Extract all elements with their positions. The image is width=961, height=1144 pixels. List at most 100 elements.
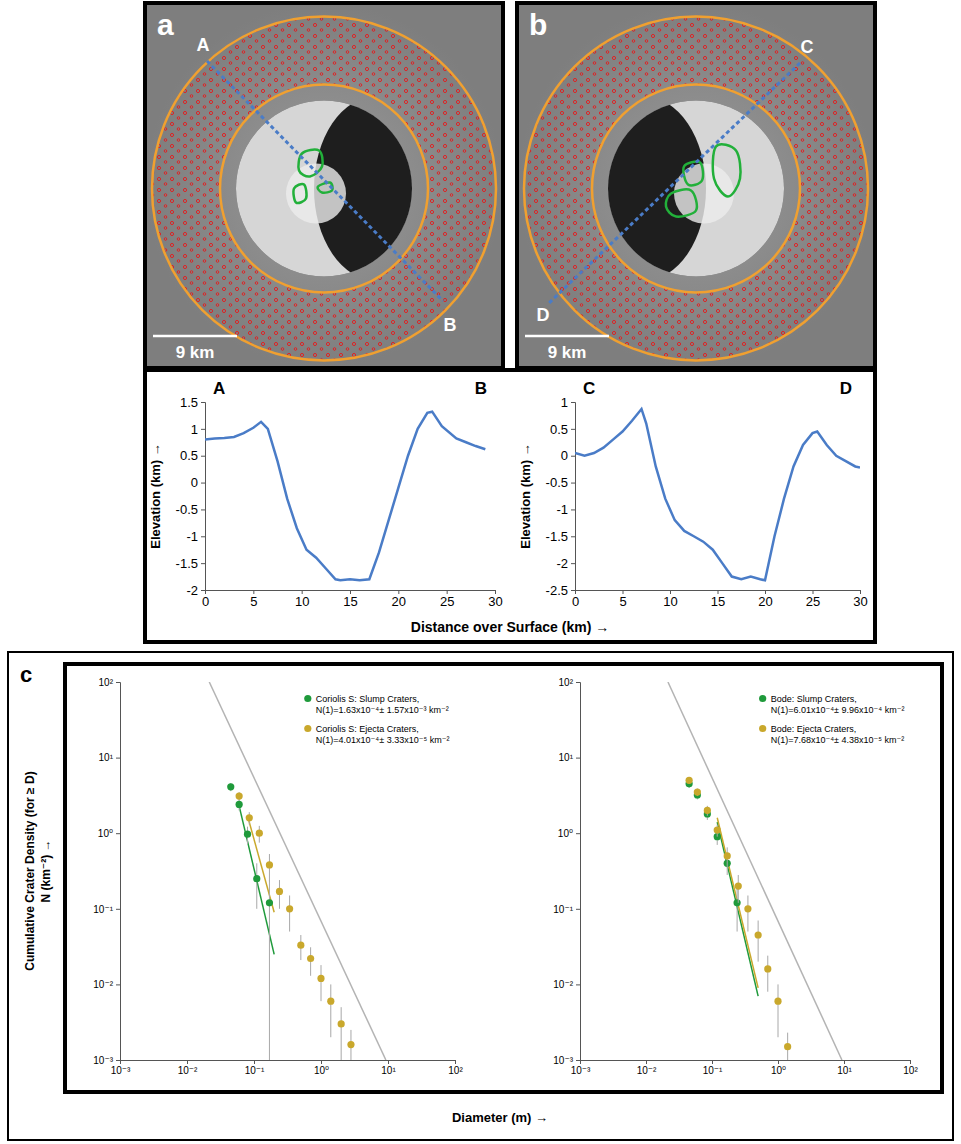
tick: 15 (343, 590, 357, 609)
tick-label: 10⁻³ (553, 1055, 573, 1066)
axis-line (581, 1061, 911, 1065)
tick-label: 0 (572, 594, 579, 609)
point (307, 955, 314, 962)
slump-outline (298, 150, 322, 177)
tick-label: 1 (191, 422, 198, 437)
tick-mark (571, 509, 575, 510)
tick-mark (571, 563, 575, 564)
image-panel (517, 3, 875, 368)
tick-label: 10⁰ (314, 1065, 329, 1076)
tick-label: -1 (556, 502, 568, 517)
error-bar (747, 895, 748, 931)
tick-label: -2 (186, 583, 198, 598)
tick: 10⁻¹ (553, 904, 580, 915)
tick: 25 (440, 590, 454, 609)
tick-label: -2 (556, 556, 568, 571)
legend-marker (304, 695, 311, 702)
tick: 1 (561, 395, 575, 410)
tick: -2.5 (546, 583, 575, 598)
tick-label: 10² (903, 1065, 918, 1076)
panel-label: c (20, 662, 32, 687)
tick: -0.5 (546, 475, 575, 490)
error-bar (256, 863, 257, 909)
tick-label: 10⁰ (98, 828, 113, 839)
tick: 10⁰ (98, 828, 120, 839)
tick-label: 0 (191, 475, 198, 490)
tick-label: 10⁰ (771, 1065, 786, 1076)
point (733, 899, 740, 906)
error-bar (289, 895, 290, 931)
tick-mark (910, 1060, 911, 1064)
tick-mark (321, 1060, 322, 1064)
fit-line (717, 818, 758, 988)
axis-title: Diameter (m) → (452, 1110, 548, 1125)
tick-label: 10⁻¹ (245, 1065, 265, 1076)
tick-mark (116, 909, 120, 910)
point (246, 814, 253, 821)
tick-label: 10¹ (381, 1065, 396, 1076)
error-bar (737, 888, 738, 932)
tick: 10⁻² (178, 1060, 198, 1076)
point (724, 852, 731, 859)
panel-frame (145, 370, 875, 642)
tick-label: -2.5 (546, 583, 568, 598)
tick: 10¹ (837, 1060, 852, 1076)
tick: 10⁻³ (553, 1055, 580, 1066)
tick-mark (576, 909, 580, 910)
axis: -2.5-2-1.5-1-0.500.51 (546, 395, 576, 598)
tick: 0.5 (180, 448, 205, 463)
image-panel (145, 3, 503, 368)
point (317, 975, 324, 982)
tick: -1.5 (546, 529, 575, 544)
point (694, 788, 701, 795)
slump-outline (713, 144, 741, 196)
point (227, 783, 234, 790)
tick-label: 20 (392, 594, 406, 609)
tick-label: -1.5 (176, 556, 198, 571)
tick-label: -0.5 (546, 475, 568, 490)
tick-label: 10² (448, 1065, 463, 1076)
axis: 10⁻³10⁻²10⁻¹10⁰10¹10² (553, 677, 580, 1066)
ring-inner (220, 85, 428, 293)
tick: 10⁻² (553, 979, 580, 990)
point (704, 807, 711, 814)
tick-label: 10¹ (837, 1065, 852, 1076)
ring-outer (152, 17, 496, 361)
image-ground (145, 3, 503, 368)
tick-label: 0 (561, 448, 568, 463)
tick-mark (778, 1060, 779, 1064)
tick-mark (187, 1060, 188, 1064)
panel-frame (145, 3, 503, 368)
tick: 10⁻¹ (703, 1060, 723, 1076)
profile-line (207, 61, 443, 301)
point (327, 998, 334, 1005)
point (774, 998, 781, 1005)
tick: -1.5 (176, 556, 205, 571)
point (764, 965, 771, 972)
panel-label: a (157, 8, 174, 41)
image-ground (517, 3, 875, 368)
tick-label: 10² (99, 677, 114, 688)
crater (236, 97, 438, 281)
tick: -2 (556, 556, 575, 571)
tick-mark (201, 456, 205, 457)
tick-label: 25 (440, 594, 454, 609)
axis: 051015202530 (572, 590, 868, 609)
tick: 10² (559, 677, 580, 688)
tick: 0 (202, 590, 209, 609)
legend-entry: Coriolis S: Ejecta Craters,N(1)=4.01x10⁻… (316, 724, 450, 745)
profile-end-label: B (475, 379, 487, 398)
tick-label: 1 (561, 395, 568, 410)
tick-label: 10⁻² (178, 1065, 198, 1076)
tick: 10⁰ (558, 828, 580, 839)
point (714, 826, 721, 833)
mapped-craters (524, 16, 868, 360)
legend-marker (759, 725, 766, 732)
ring-outer (524, 17, 868, 361)
error-bar (767, 956, 768, 992)
point (276, 888, 283, 895)
axis: 10⁻³10⁻²10⁻¹10⁰10¹10² (93, 677, 120, 1066)
fit-line (248, 816, 275, 912)
slump-outline (293, 184, 306, 203)
ring-inner (592, 85, 800, 293)
